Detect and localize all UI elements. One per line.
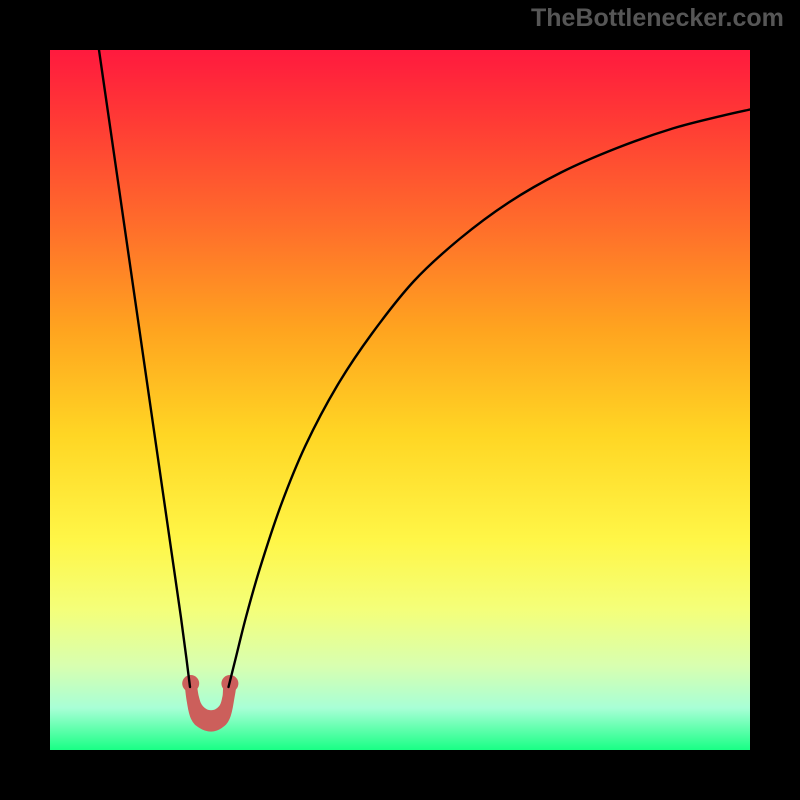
plot-area — [50, 50, 750, 750]
gradient-background — [50, 50, 750, 750]
bottleneck-curve-chart — [50, 50, 750, 750]
watermark-text: TheBottlenecker.com — [531, 4, 784, 33]
